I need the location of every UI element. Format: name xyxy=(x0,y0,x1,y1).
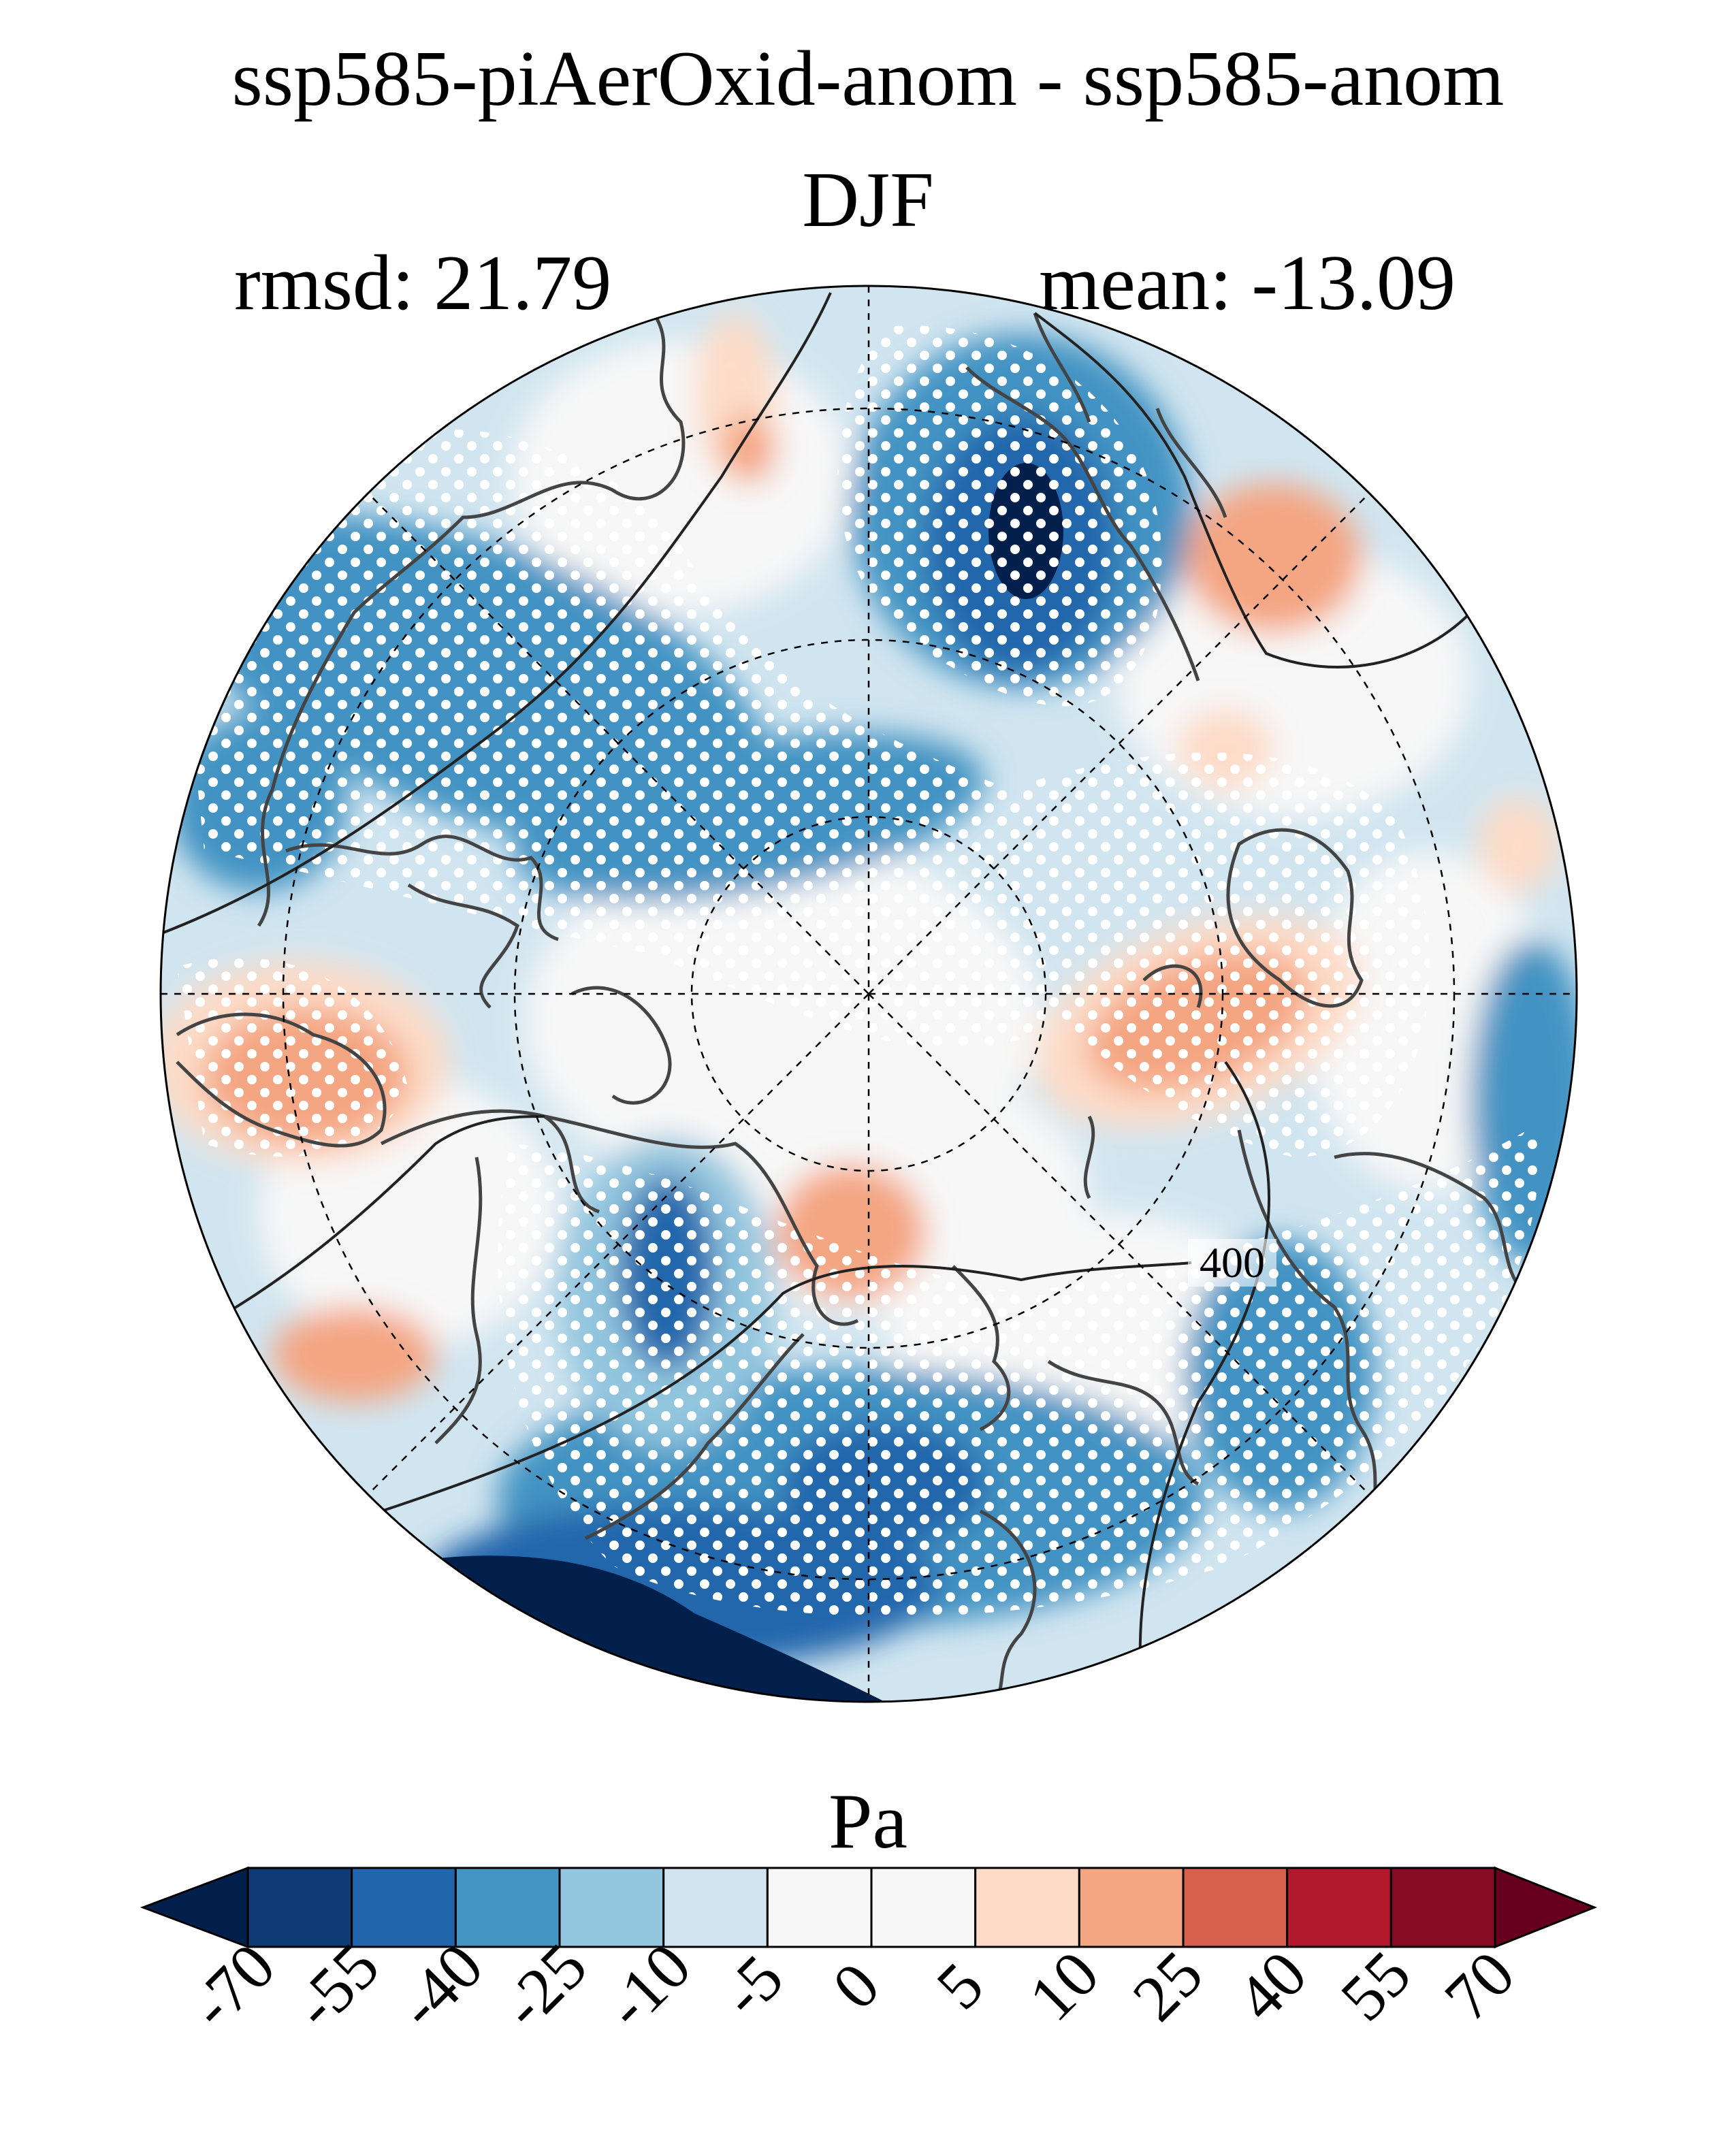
colorbar-extend-high xyxy=(1494,1866,1598,1949)
mean-label: mean: -13.09 xyxy=(1039,240,1456,327)
colorbar-cell xyxy=(454,1867,561,1948)
season-label: DJF xyxy=(802,157,934,244)
colorbar-cell xyxy=(662,1867,769,1948)
colorbar-tick-label: 0 xyxy=(818,1948,893,2023)
colorbar-cell xyxy=(1286,1867,1392,1948)
colorbar-cell xyxy=(558,1867,665,1948)
colorbar-tick-label: 10 xyxy=(1015,1937,1113,2035)
rmsd-label: rmsd: 21.79 xyxy=(234,240,612,327)
colorbar-tick-label: 5 xyxy=(922,1948,997,2023)
colorbar-cell xyxy=(351,1867,457,1948)
colorbar-tick-label: 55 xyxy=(1327,1937,1425,2035)
map-title: ssp585-piAerOxid-anom - ssp585-anom xyxy=(231,35,1505,123)
coastlines xyxy=(176,312,1526,1702)
colorbar-cell xyxy=(1182,1867,1289,1948)
contour-label-400: 400 xyxy=(1200,1238,1265,1287)
colorbar-cell xyxy=(1389,1867,1496,1948)
colorbar-tick-label: 40 xyxy=(1223,1937,1321,2035)
colorbar-cell xyxy=(974,1867,1080,1948)
contour-label-bg xyxy=(1188,1239,1276,1287)
colorbar-cell xyxy=(870,1867,977,1948)
colorbar-tick-label: -5 xyxy=(707,1941,797,2031)
colorbar-cell xyxy=(766,1867,873,1948)
colorbar-tick-label: 25 xyxy=(1119,1937,1217,2035)
polar-map: 400 xyxy=(159,285,1578,1703)
colorbar-cell xyxy=(246,1867,353,1948)
map-boundary xyxy=(159,285,1578,1703)
colorbar-units: Pa xyxy=(829,1778,907,1865)
colorbar-tick-label: 70 xyxy=(1430,1937,1528,2035)
graticule xyxy=(161,286,1577,1702)
colorbar-cell xyxy=(1078,1867,1185,1948)
